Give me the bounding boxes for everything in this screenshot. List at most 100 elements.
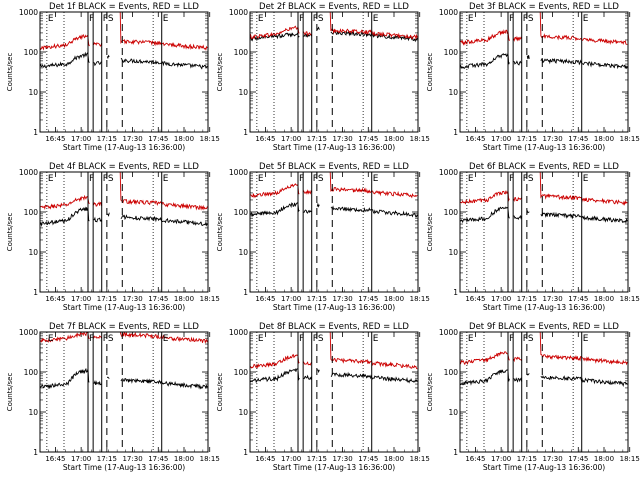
plot-title: Det 9f BLACK = Events, RED = LLD — [469, 322, 619, 332]
x-tick-label: 18:00 — [594, 295, 614, 303]
marker-label: F — [509, 14, 514, 24]
plot-title: Det 5f BLACK = Events, RED = LLD — [259, 162, 409, 172]
events-series-line — [39, 367, 208, 390]
x-tick-label: 16:45 — [255, 455, 275, 463]
x-tick-label: 17:45 — [358, 135, 378, 143]
y-axis-label: Counts/sec — [6, 53, 14, 92]
y-tick-label: 1000 — [19, 8, 38, 17]
marker-label: E — [163, 334, 169, 344]
x-axis-label: Start Time (17-Aug-13 16:36:00) — [273, 303, 395, 312]
y-tick-label: 1 — [33, 448, 38, 457]
y-tick-label: 1000 — [229, 328, 248, 337]
x-tick-label: 18:00 — [384, 135, 404, 143]
marker-label: E — [583, 14, 589, 24]
plot-title: Det 6f BLACK = Events, RED = LLD — [469, 162, 619, 172]
y-axis-label: Counts/sec — [216, 53, 224, 92]
events-series-line — [459, 369, 628, 388]
plot-title: Det 4f BLACK = Events, RED = LLD — [49, 162, 199, 172]
x-tick-label: 17:00 — [281, 135, 301, 143]
plot-title: Det 1f BLACK = Events, RED = LLD — [49, 2, 199, 12]
x-tick-label: 17:00 — [71, 135, 91, 143]
y-tick-label: 100 — [234, 208, 249, 217]
x-tick-label: 16:45 — [465, 455, 485, 463]
x-tick-label: 16:45 — [45, 455, 65, 463]
x-axis-label: Start Time (17-Aug-13 16:36:00) — [483, 143, 605, 152]
y-tick-label: 1 — [243, 288, 248, 297]
plot-frame — [249, 11, 419, 133]
x-tick-label: 17:30 — [542, 135, 562, 143]
lld-series-line — [249, 171, 418, 199]
lld-series-line — [459, 171, 628, 206]
y-tick-label: 100 — [234, 48, 249, 57]
x-tick-label: 17:15 — [97, 455, 117, 463]
marker-label: E — [258, 174, 264, 184]
y-tick-label: 10 — [448, 88, 458, 97]
x-tick-label: 18:00 — [174, 295, 194, 303]
marker-label: E — [258, 334, 264, 344]
x-tick-label: 17:45 — [568, 455, 588, 463]
x-tick-label: 17:00 — [281, 295, 301, 303]
x-tick-label: 17:30 — [542, 295, 562, 303]
x-tick-label: 17:15 — [97, 135, 117, 143]
x-tick-label: 17:15 — [307, 455, 327, 463]
x-tick-label: 18:00 — [384, 295, 404, 303]
marker-label: E — [48, 14, 54, 24]
plot-frame — [459, 11, 629, 133]
y-axis-label: Counts/sec — [6, 213, 14, 252]
x-tick-label: 18:15 — [410, 295, 430, 303]
plot-frame — [459, 331, 629, 453]
lld-series-line — [459, 11, 628, 46]
plot-frame — [249, 171, 419, 293]
plot-title: Det 7f BLACK = Events, RED = LLD — [49, 322, 199, 332]
marker-label: E — [373, 14, 379, 24]
marker-label: F — [299, 334, 304, 344]
x-tick-label: 18:15 — [200, 295, 220, 303]
x-axis-label: Start Time (17-Aug-13 16:36:00) — [63, 463, 185, 472]
x-tick-label: 16:45 — [255, 135, 275, 143]
x-tick-label: 17:45 — [148, 295, 168, 303]
marker-label: E — [48, 334, 54, 344]
plot-title: Det 2f BLACK = Events, RED = LLD — [259, 2, 409, 12]
x-tick-label: 17:45 — [148, 455, 168, 463]
marker-label: F — [103, 334, 108, 344]
y-tick-label: 100 — [444, 48, 459, 57]
marker-label: S — [318, 14, 324, 24]
detector-plot: Det 6f BLACK = Events, RED = LLD Counts/s… — [426, 162, 640, 312]
y-tick-label: 10 — [28, 248, 38, 257]
marker-label: S — [318, 334, 324, 344]
plot-title: Det 8f BLACK = Events, RED = LLD — [259, 322, 409, 332]
marker-label: F — [299, 14, 304, 24]
y-tick-label: 1000 — [19, 168, 38, 177]
events-series-line — [459, 52, 628, 70]
marker-label: E — [583, 174, 589, 184]
events-series-line — [39, 51, 208, 70]
events-series-line — [459, 206, 628, 224]
events-series-line — [39, 206, 208, 228]
marker-label: F — [523, 174, 528, 184]
plot-frame — [459, 171, 629, 293]
marker-label: E — [163, 174, 169, 184]
x-tick-label: 18:15 — [620, 455, 640, 463]
lld-series-line — [249, 331, 418, 370]
x-tick-label: 17:45 — [358, 455, 378, 463]
y-tick-label: 100 — [234, 368, 249, 377]
y-axis-label: Counts/sec — [426, 373, 434, 412]
x-tick-label: 18:00 — [174, 455, 194, 463]
x-tick-label: 17:15 — [517, 455, 537, 463]
marker-label: S — [108, 174, 114, 184]
marker-label: S — [108, 334, 114, 344]
x-tick-label: 17:15 — [97, 295, 117, 303]
detector-plot: Det 8f BLACK = Events, RED = LLD Counts/s… — [216, 322, 430, 472]
x-tick-label: 17:30 — [122, 135, 142, 143]
x-tick-label: 18:00 — [174, 135, 194, 143]
x-tick-label: 17:45 — [568, 295, 588, 303]
y-tick-label: 1 — [243, 128, 248, 137]
marker-label: F — [89, 14, 94, 24]
x-tick-label: 16:45 — [45, 295, 65, 303]
x-tick-label: 17:30 — [332, 295, 352, 303]
y-tick-label: 10 — [28, 408, 38, 417]
detector-plot: Det 2f BLACK = Events, RED = LLD Counts/s… — [216, 2, 430, 152]
y-axis-label: Counts/sec — [426, 53, 434, 92]
y-tick-label: 1 — [33, 128, 38, 137]
marker-label: E — [373, 174, 379, 184]
